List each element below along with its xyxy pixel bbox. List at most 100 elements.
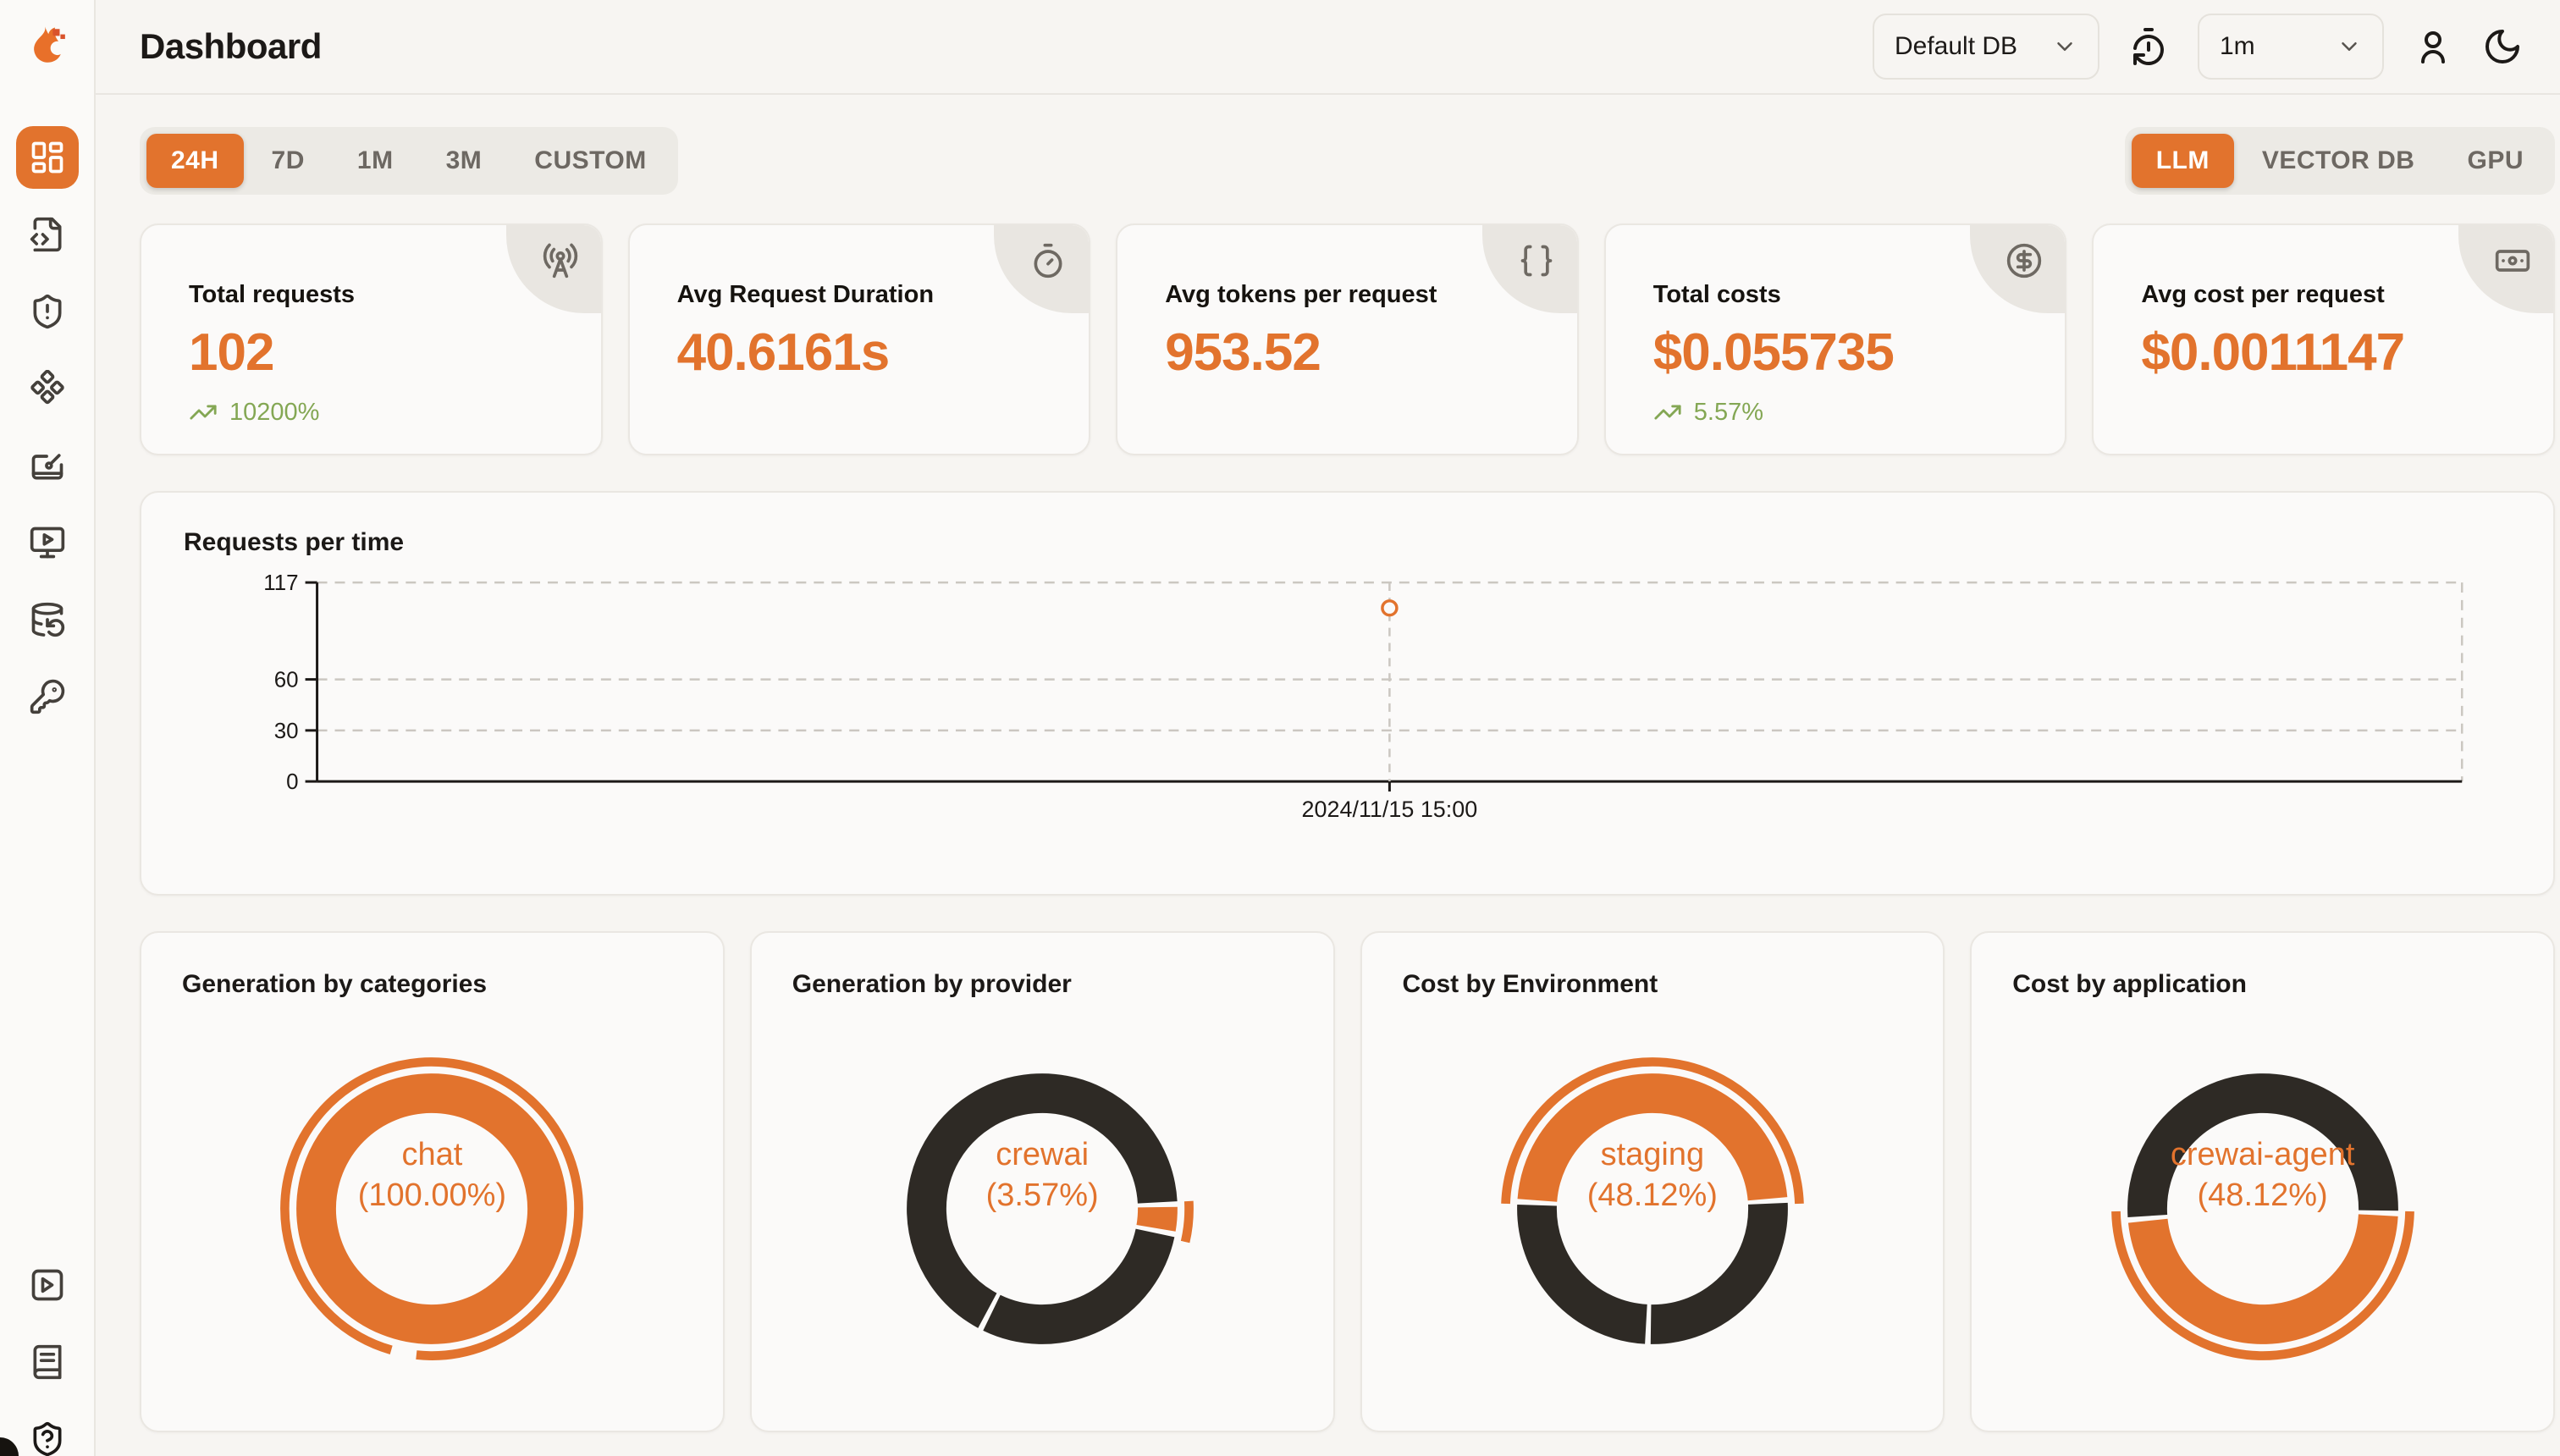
tab-24h[interactable]: 24H	[146, 134, 244, 188]
header: Dashboard Default DB 1m	[96, 0, 2560, 95]
requests-line-chart[interactable]: 0 30 60 117 2024/11/15 15:00	[141, 493, 2553, 894]
mode-tabs: LLM VECTOR DB GPU	[2124, 127, 2555, 195]
tab-7d[interactable]: 7D	[271, 146, 305, 174]
component-icon	[30, 370, 64, 405]
shield-alert-icon	[33, 294, 61, 329]
metric-value: 40.6161s	[676, 323, 891, 382]
main-content: 24H 7D 1M 3M CUSTOM LLM VECTOR DB GPU To…	[96, 95, 2560, 1456]
metric-label: Avg cost per request	[2141, 281, 2385, 308]
metric-card-total-requests: Total requests 102 10200%	[140, 223, 603, 455]
metric-card-avg-cost: Avg cost per request $0.0011147	[2092, 223, 2555, 455]
chevron-down-icon	[2342, 42, 2357, 51]
radio-tower-icon	[543, 243, 577, 279]
chevron-down-icon	[2057, 42, 2072, 51]
metric-icon-badge	[994, 225, 1090, 313]
provider-donut-chart[interactable]	[877, 1044, 1207, 1374]
metric-value: 102	[189, 323, 274, 382]
tab-gpu[interactable]: GPU	[2467, 146, 2524, 174]
donut-cards: Generation by categories chat (100.00%) …	[140, 931, 2555, 1432]
svg-text:60: 60	[274, 669, 299, 692]
metric-card-avg-duration: Avg Request Duration 40.6161s	[627, 223, 1091, 455]
metric-label: Total requests	[189, 281, 356, 308]
requests-chart-card: Requests per time 0 30 60 117 2024/11/15 15:…	[140, 491, 2555, 896]
theme-toggle-button[interactable]	[2482, 26, 2523, 67]
sidebar-nav	[0, 95, 94, 728]
tab-custom[interactable]: CUSTOM	[534, 146, 647, 174]
banknote-icon	[2495, 250, 2530, 272]
shield-question-icon	[33, 1421, 61, 1456]
circle-dollar-icon	[2007, 243, 2042, 279]
database-select-value: Default DB	[1895, 32, 2018, 60]
donut-card-application: Cost by application crewai-agent (48.12%…	[1970, 931, 2555, 1432]
sidebar-item-playground[interactable]	[16, 357, 79, 420]
sidebar-item-demo-video[interactable]	[16, 1254, 79, 1316]
flame-logo-icon	[33, 26, 65, 63]
sidebar-item-annotations[interactable]	[16, 434, 79, 497]
metric-label: Avg Request Duration	[676, 281, 935, 308]
donut-title: Cost by Environment	[1402, 970, 1658, 998]
environment-donut-chart[interactable]	[1487, 1044, 1818, 1374]
trending-up-icon	[190, 405, 217, 420]
sidebar-item-issues[interactable]	[16, 280, 79, 343]
file-code-icon	[30, 217, 61, 252]
moon-icon	[2486, 30, 2519, 63]
metric-label: Avg tokens per request	[1165, 281, 1437, 308]
edit-board-icon	[31, 454, 63, 480]
key-icon	[30, 679, 64, 714]
trending-up-icon	[1654, 405, 1681, 420]
sidebar-item-support[interactable]	[16, 1408, 79, 1456]
square-play-icon	[31, 1269, 63, 1301]
metric-label: Total costs	[1652, 281, 1781, 308]
layout-dashboard-icon	[31, 141, 63, 174]
donut-card-environment: Cost by Environment staging (48.12%)	[1360, 931, 1945, 1432]
metric-value: 953.52	[1165, 323, 1321, 382]
toolbar: 24H 7D 1M 3M CUSTOM LLM VECTOR DB GPU	[140, 127, 2555, 195]
donut-center-label: chat (100.00%)	[357, 1137, 507, 1214]
donut-title: Generation by categories	[182, 970, 488, 998]
database-backup-icon	[31, 602, 64, 637]
interval-select-value: 1m	[2220, 32, 2255, 60]
timer-icon	[1034, 243, 1062, 279]
timer-reset-icon	[2133, 28, 2164, 65]
metric-value: $0.055735	[1652, 323, 1895, 382]
interval-select[interactable]: 1m	[2198, 14, 2384, 80]
tab-llm[interactable]: LLM	[2131, 134, 2234, 188]
chart-title: Requests per time	[184, 528, 405, 556]
metric-cards: Total requests 102 10200% Avg Request Du…	[140, 223, 2555, 455]
sidebar-item-traces[interactable]	[16, 203, 79, 266]
metric-delta: 5.57%	[1653, 398, 2066, 427]
metric-delta: 10200%	[189, 398, 601, 427]
sidebar-item-datasets[interactable]	[16, 588, 79, 651]
database-select[interactable]: Default DB	[1873, 14, 2099, 80]
donut-center-label: staging (48.12%)	[1586, 1137, 1718, 1214]
svg-text:0: 0	[286, 770, 298, 794]
donut-center-label: crewai (3.57%)	[985, 1137, 1099, 1214]
sidebar-item-evaluations[interactable]	[16, 511, 79, 574]
donut-card-categories: Generation by categories chat (100.00%)	[140, 931, 725, 1432]
metric-card-total-costs: Total costs $0.055735 5.57%	[1603, 223, 2067, 455]
svg-text:117: 117	[263, 571, 298, 595]
application-donut-chart[interactable]	[2098, 1044, 2428, 1374]
braces-icon	[1520, 245, 1553, 277]
monitor-play-icon	[30, 527, 64, 559]
metric-value: $0.0011147	[2141, 323, 2405, 382]
time-range-tabs: 24H 7D 1M 3M CUSTOM	[140, 127, 678, 195]
header-controls: Default DB 1m	[1873, 14, 2523, 80]
sidebar-item-api-keys[interactable]	[16, 665, 79, 728]
metric-delta-value: 5.57%	[1693, 398, 1764, 426]
sidebar-item-docs[interactable]	[16, 1331, 79, 1393]
tab-3m[interactable]: 3M	[445, 146, 483, 174]
categories-donut-chart[interactable]	[267, 1044, 597, 1374]
sidebar-item-dashboard[interactable]	[15, 126, 79, 189]
donut-title: Generation by provider	[792, 970, 1072, 998]
sidebar	[0, 0, 96, 1456]
tab-vector-db[interactable]: VECTOR DB	[2261, 146, 2415, 174]
page-title: Dashboard	[140, 26, 322, 66]
tab-1m[interactable]: 1M	[356, 146, 394, 174]
svg-text:30: 30	[274, 720, 299, 743]
account-button[interactable]	[2413, 26, 2453, 67]
refresh-interval-button[interactable]	[2128, 26, 2169, 67]
app-logo[interactable]	[0, 0, 94, 95]
donut-card-provider: Generation by provider crewai (3.57%)	[749, 931, 1335, 1432]
sidebar-bottom-nav	[0, 1254, 94, 1456]
